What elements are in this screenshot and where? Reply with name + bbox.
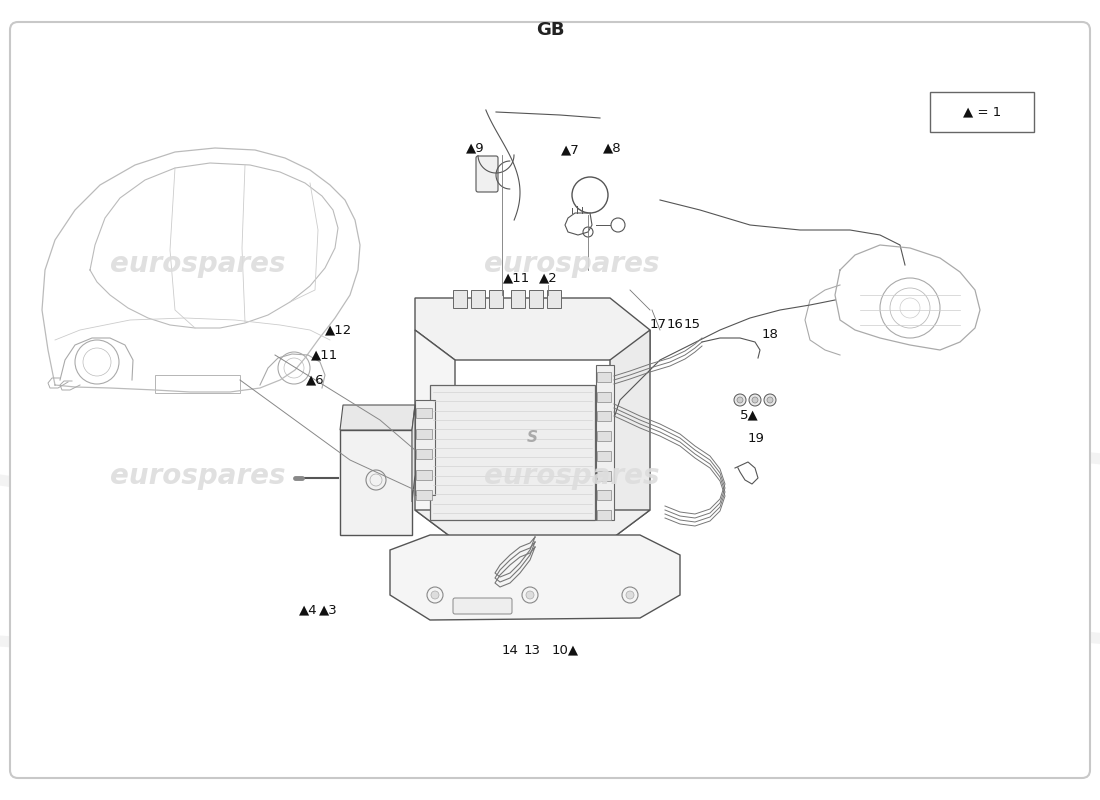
Text: 14: 14 [502, 643, 518, 657]
FancyBboxPatch shape [340, 430, 412, 535]
FancyBboxPatch shape [471, 290, 485, 308]
Text: ▲11: ▲11 [310, 349, 338, 362]
Text: ▲2: ▲2 [539, 271, 558, 285]
Text: eurospares: eurospares [484, 250, 660, 278]
Polygon shape [412, 405, 415, 502]
Text: ▲12: ▲12 [324, 323, 352, 337]
FancyBboxPatch shape [430, 385, 595, 520]
Text: S: S [527, 430, 538, 446]
Text: ▲11: ▲11 [503, 271, 530, 285]
FancyBboxPatch shape [597, 470, 611, 481]
Text: ▲7: ▲7 [561, 143, 580, 157]
Circle shape [526, 591, 534, 599]
FancyBboxPatch shape [10, 22, 1090, 778]
Circle shape [749, 394, 761, 406]
Circle shape [752, 397, 758, 403]
FancyBboxPatch shape [416, 470, 432, 479]
Circle shape [767, 397, 773, 403]
Polygon shape [415, 510, 650, 540]
Text: ▲4: ▲4 [299, 603, 318, 617]
Text: 5▲: 5▲ [740, 409, 759, 422]
FancyBboxPatch shape [597, 392, 611, 402]
FancyBboxPatch shape [930, 92, 1034, 132]
Text: 16: 16 [667, 318, 683, 331]
Circle shape [734, 394, 746, 406]
Text: ▲8: ▲8 [604, 142, 622, 154]
Text: ▲ = 1: ▲ = 1 [962, 106, 1001, 118]
Circle shape [737, 397, 742, 403]
FancyBboxPatch shape [512, 290, 525, 308]
FancyBboxPatch shape [416, 429, 432, 438]
FancyBboxPatch shape [453, 598, 512, 614]
Polygon shape [415, 330, 455, 540]
FancyBboxPatch shape [561, 568, 579, 582]
Polygon shape [390, 535, 680, 620]
FancyBboxPatch shape [490, 290, 503, 308]
Text: GB: GB [536, 22, 564, 39]
Text: 15: 15 [683, 318, 701, 331]
FancyBboxPatch shape [416, 408, 432, 418]
Polygon shape [415, 298, 650, 360]
FancyBboxPatch shape [597, 490, 611, 500]
FancyBboxPatch shape [597, 372, 611, 382]
FancyBboxPatch shape [415, 400, 434, 495]
Text: 10▲: 10▲ [552, 643, 579, 657]
FancyBboxPatch shape [416, 490, 432, 500]
Circle shape [431, 591, 439, 599]
FancyBboxPatch shape [576, 565, 594, 579]
Text: eurospares: eurospares [110, 462, 286, 490]
Circle shape [626, 591, 634, 599]
FancyBboxPatch shape [547, 290, 561, 308]
FancyBboxPatch shape [551, 551, 569, 565]
Text: eurospares: eurospares [110, 250, 286, 278]
FancyBboxPatch shape [476, 156, 498, 192]
FancyBboxPatch shape [566, 548, 584, 562]
FancyBboxPatch shape [416, 449, 432, 459]
Text: ▲9: ▲9 [466, 142, 485, 154]
Text: eurospares: eurospares [484, 462, 660, 490]
FancyBboxPatch shape [155, 375, 240, 393]
Polygon shape [610, 330, 650, 540]
Circle shape [764, 394, 776, 406]
Polygon shape [340, 405, 415, 430]
Text: 17: 17 [649, 318, 667, 331]
Text: 13: 13 [524, 643, 540, 657]
FancyBboxPatch shape [596, 365, 614, 520]
FancyBboxPatch shape [453, 290, 468, 308]
Text: 18: 18 [762, 329, 779, 342]
FancyBboxPatch shape [597, 510, 611, 520]
FancyBboxPatch shape [597, 411, 611, 422]
FancyBboxPatch shape [597, 431, 611, 441]
Text: ▲3: ▲3 [319, 603, 338, 617]
FancyBboxPatch shape [597, 451, 611, 461]
Text: 19: 19 [748, 431, 764, 445]
FancyBboxPatch shape [529, 290, 543, 308]
Text: ▲6: ▲6 [307, 374, 324, 386]
